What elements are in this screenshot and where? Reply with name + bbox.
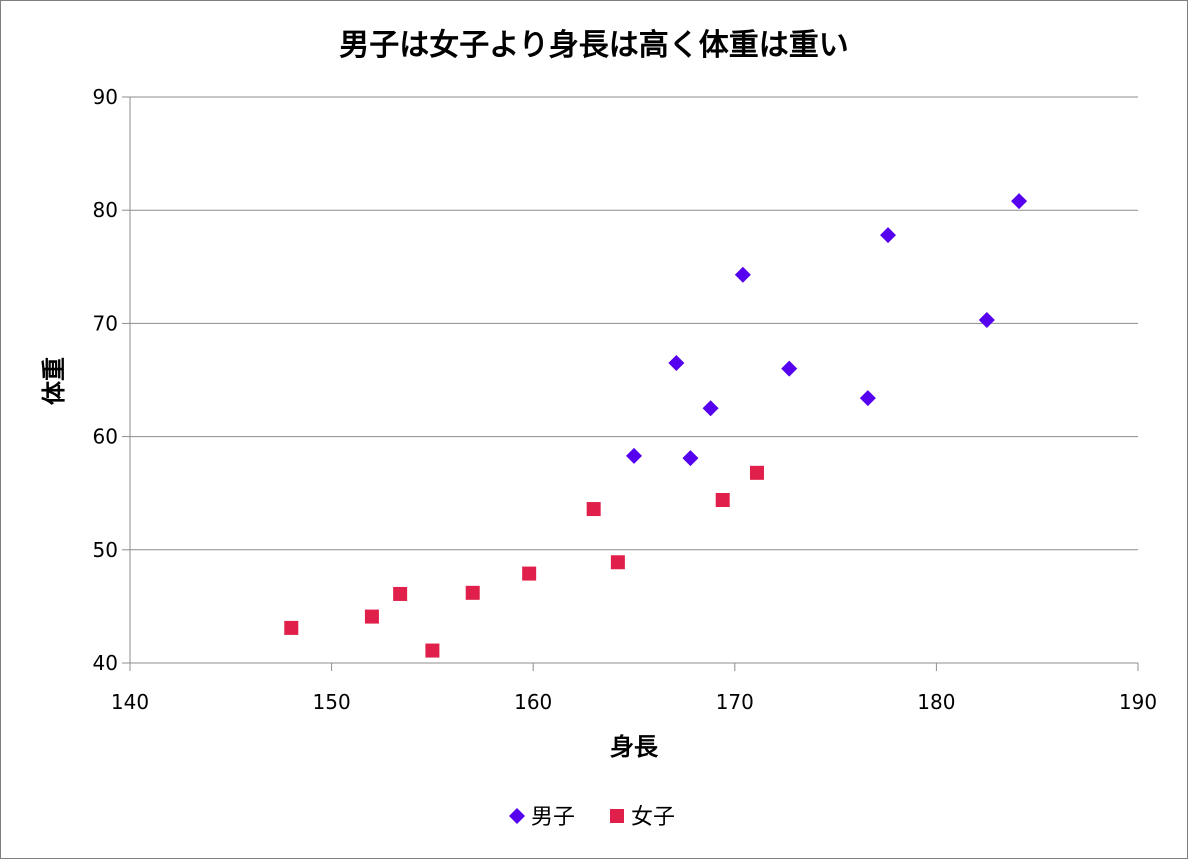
point-diamond-0-0: [626, 447, 642, 464]
point-diamond-0-6: [859, 390, 876, 407]
point-square-1-1: [364, 609, 379, 624]
y-tick-label-40: 40: [93, 651, 118, 675]
point-square-1-0: [284, 620, 299, 635]
x-tick-label-180: 180: [917, 690, 955, 714]
point-diamond-0-5: [781, 360, 798, 377]
y-tick-label-50: 50: [93, 538, 118, 562]
axes: [122, 96, 1139, 671]
x-tick-label-190: 190: [1119, 690, 1157, 714]
x-tick-label-140: 140: [111, 690, 149, 714]
point-diamond-0-9: [1011, 193, 1028, 210]
point-square-1-3: [425, 643, 440, 658]
y-axis-ticks: 40 50 60 70 80 90: [93, 85, 118, 675]
point-square-1-7: [610, 555, 625, 570]
y-tick-label-90: 90: [93, 85, 118, 109]
legend-marker-0: [509, 808, 525, 824]
y-tick-label-80: 80: [93, 198, 118, 222]
data-points: [284, 193, 1028, 658]
point-square-1-8: [715, 492, 730, 507]
point-diamond-0-1: [668, 355, 685, 372]
legend-marker-1: [610, 809, 624, 823]
point-diamond-0-2: [682, 450, 699, 467]
legend-label-0: 男子: [531, 805, 575, 830]
y-axis-title: 体重: [40, 357, 68, 405]
point-square-1-5: [522, 566, 537, 581]
x-axis-title: 身長: [610, 733, 659, 761]
chart-title: 男子は女子より身長は高く体重は重い: [339, 28, 848, 63]
x-tick-label-160: 160: [514, 690, 552, 714]
legend: 男子 女子: [509, 805, 675, 830]
point-square-1-9: [749, 465, 764, 480]
point-square-1-6: [586, 502, 601, 517]
y-tick-label-60: 60: [93, 425, 118, 449]
gridlines: [130, 96, 1138, 551]
legend-label-1: 女子: [631, 805, 675, 830]
x-tick-label-150: 150: [313, 690, 351, 714]
point-diamond-0-4: [734, 266, 751, 283]
x-axis-ticks: 140 150 160 170 180 190: [111, 690, 1157, 714]
x-tick-label-170: 170: [716, 690, 754, 714]
point-diamond-0-7: [880, 227, 897, 244]
y-tick-label-70: 70: [93, 311, 118, 335]
point-square-1-4: [465, 585, 480, 600]
point-diamond-0-8: [978, 312, 995, 329]
point-diamond-0-3: [702, 400, 719, 417]
point-square-1-2: [393, 586, 408, 601]
